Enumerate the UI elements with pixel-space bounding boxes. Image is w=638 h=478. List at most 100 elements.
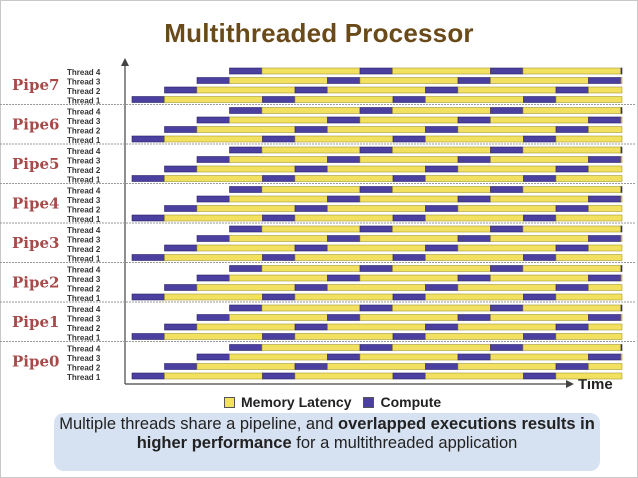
memory-latency-bar [359,77,459,84]
memory-latency-bar [164,293,263,301]
compute-bar [392,135,426,143]
thread-label: Thread 4 [67,345,101,354]
memory-latency-bar [620,156,623,163]
compute-bar [425,244,459,252]
compute-bar [588,116,622,124]
compute-bar [229,304,263,312]
memory-latency-bar [261,107,361,114]
memory-latency-bar [425,135,524,143]
compute-bar [555,205,589,212]
compute-bar [359,146,393,154]
compute-bar [327,156,361,163]
compute-bar [294,363,328,370]
compute-bar [229,265,263,272]
memory-latency-bar [196,363,296,370]
memory-latency-bar [522,304,622,312]
memory-latency-bar [555,254,623,261]
pipe-label-pipe1: Pipe1 [12,313,59,331]
memory-latency-bar [588,363,623,370]
memory-latency-bar [457,86,557,94]
memory-latency-bar [522,107,622,114]
memory-latency-bar [294,254,394,261]
memory-latency-bar [196,284,296,291]
compute-bar [229,186,263,193]
compute-bar [327,274,361,282]
memory-latency-bar [490,235,589,242]
memory-latency-bar [196,165,296,173]
pipe-label-pipe6: Pipe6 [12,116,59,134]
memory-latency-swatch [224,396,235,408]
memory-latency-bar [392,67,491,75]
compute-bar [327,235,361,242]
thread-label: Thread 3 [67,157,101,166]
memory-latency-bar [327,244,426,252]
memory-latency-bar [588,284,623,291]
pipe-label-pipe4: Pipe4 [12,195,59,213]
compute-bar [196,116,230,124]
compute-bar [523,293,557,301]
memory-latency-bar [620,195,623,203]
memory-latency-bar [327,284,426,291]
thread-label: Thread 1 [67,373,101,382]
compute-bar [490,265,524,272]
compute-swatch [363,396,375,408]
y-axis-arrow [121,58,129,66]
compute-bar [457,195,491,203]
compute-bar [457,116,491,124]
compute-bar [392,333,426,340]
memory-latency-bar [457,284,557,291]
compute-bar [164,86,198,94]
compute-bar [620,186,623,193]
memory-latency-bar [588,126,623,133]
memory-latency-bar [555,135,623,143]
caption-box: Multiple threads share a pipeline, and o… [54,413,600,471]
compute-bar [196,274,230,282]
thread-label: Thread 3 [67,196,101,205]
compute-bar [620,344,623,351]
memory-latency-bar [359,156,459,163]
memory-latency-bar [392,186,491,193]
compute-bar [359,344,393,351]
caption-bold-text: overlapped executions results in higher … [136,415,595,452]
memory-latency-bar [555,333,623,340]
memory-latency-bar [490,274,589,282]
compute-bar [164,363,198,370]
thread-label: Thread 1 [67,136,101,145]
thread-label: Thread 2 [67,245,101,254]
compute-bar [588,156,622,163]
compute-bar [392,293,426,301]
compute-bar [359,67,393,75]
compute-bar [392,372,426,380]
compute-bar [262,372,296,380]
thread-label: Thread 2 [67,127,101,136]
compute-bar [164,323,198,331]
memory-latency-bar [294,333,394,340]
compute-bar [523,372,557,380]
compute-bar [392,175,426,182]
compute-bar [425,205,459,212]
thread-label: Thread 2 [67,364,101,373]
thread-label: Thread 2 [67,285,101,294]
memory-latency-bar [457,126,557,133]
thread-label: Thread 1 [67,176,101,185]
compute-bar [359,107,393,114]
compute-bar [555,126,589,133]
compute-bar [523,254,557,261]
memory-latency-bar [327,126,426,133]
compute-bar [262,333,296,340]
memory-latency-bar [620,116,623,124]
memory-latency-bar [522,265,622,272]
compute-bar [327,77,361,84]
compute-bar [490,186,524,193]
compute-bar [294,284,328,291]
memory-latency-bar [229,116,328,124]
compute-bar [425,363,459,370]
thread-label: Thread 1 [67,334,101,343]
compute-bar [327,116,361,124]
memory-latency-bar [588,244,623,252]
memory-latency-bar [359,353,459,361]
memory-latency-bar [229,274,328,282]
memory-latency-bar [555,372,623,380]
memory-latency-bar [261,67,361,75]
compute-bar [392,96,426,103]
